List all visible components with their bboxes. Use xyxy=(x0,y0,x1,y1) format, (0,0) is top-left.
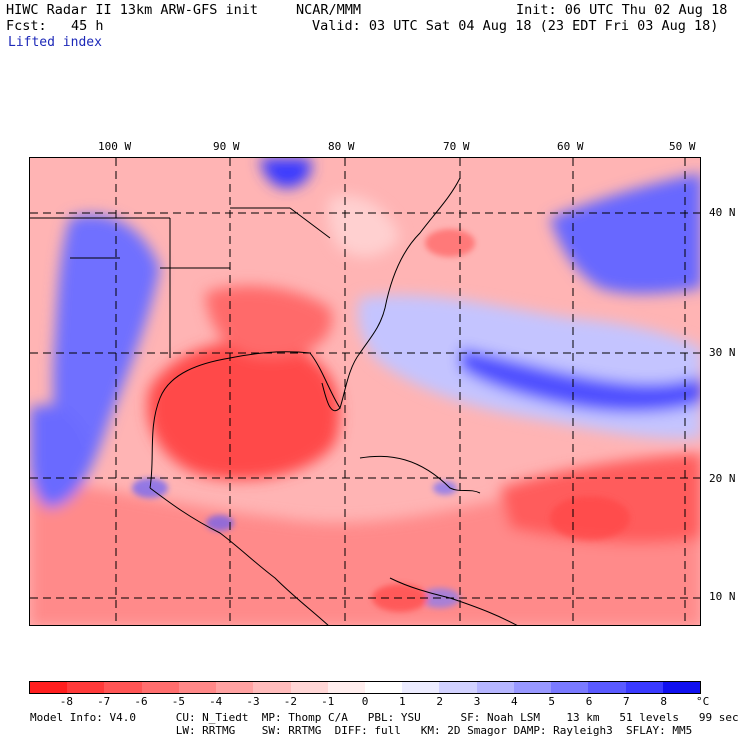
color-scale-segment xyxy=(476,682,514,693)
color-scale-segment xyxy=(30,682,68,693)
lon-label-80w: 80 W xyxy=(328,140,355,153)
color-scale-segment xyxy=(178,682,217,693)
graticule xyxy=(30,158,700,625)
color-scale-tick-label: -8 xyxy=(59,695,73,708)
color-scale-tick-label: 5 xyxy=(548,695,555,708)
color-scale-tick-label: -1 xyxy=(321,695,335,708)
coastlines xyxy=(30,177,518,625)
color-scale-segment xyxy=(402,682,440,693)
color-scale-tick-label: -7 xyxy=(97,695,111,708)
product-title: HIWC Radar II 13km ARW-GFS init xyxy=(6,2,258,18)
color-scale-segment xyxy=(662,682,700,693)
color-scale-segment xyxy=(216,682,254,693)
color-scale-segment xyxy=(551,682,589,693)
model-info-line1: Model Info: V4.0 CU: N_Tiedt MP: Thomp C… xyxy=(30,711,739,724)
organization-label: NCAR/MMM xyxy=(296,2,362,18)
color-scale-segment xyxy=(104,682,142,693)
forecast-hour: Fcst: 45 h xyxy=(6,18,104,34)
color-scale-tick-label: 3 xyxy=(473,695,481,708)
color-scale-tick-label: -3 xyxy=(246,695,260,708)
lon-label-90w: 90 W xyxy=(213,140,240,153)
lat-label-10n: 10 N xyxy=(709,590,736,603)
model-info-line2: LW: RRTMG SW: RRTMG DIFF: full KM: 2D Sm… xyxy=(30,724,693,737)
color-scale-tick-label: 0 xyxy=(361,695,369,708)
color-scale-segment xyxy=(439,682,477,693)
lat-label-30n: 30 N xyxy=(709,346,736,359)
color-scale-segment xyxy=(513,682,552,693)
lon-label-50w: 50 W xyxy=(669,140,696,153)
color-scale-tick-label: -2 xyxy=(283,695,297,708)
lon-label-100w: 100 W xyxy=(98,140,132,153)
init-time: Init: 06 UTC Thu 02 Aug 18 xyxy=(516,2,728,18)
color-scale-segment xyxy=(625,682,663,693)
color-scale-tick-label: -5 xyxy=(171,695,185,708)
color-scale-segment xyxy=(364,682,403,693)
color-scale-tick-label: -4 xyxy=(209,695,223,708)
color-scale-tick-label: 8 xyxy=(660,695,667,708)
map-graphic xyxy=(30,158,700,625)
color-scale-tick-label: -6 xyxy=(134,695,148,708)
lat-label-20n: 20 N xyxy=(709,472,736,485)
color-scale-unit: °C xyxy=(696,695,710,708)
color-scale-tick-label: 6 xyxy=(585,695,593,708)
field-name: Lifted index xyxy=(8,35,102,50)
color-scale-tick-label: 7 xyxy=(623,695,630,708)
lifted-index-map xyxy=(29,157,701,626)
color-scale-segment xyxy=(588,682,626,693)
color-scale-segment xyxy=(253,682,291,693)
lon-label-60w: 60 W xyxy=(557,140,584,153)
color-scale-tick-label: 2 xyxy=(436,695,443,708)
lon-label-70w: 70 W xyxy=(443,140,470,153)
color-scale-segment xyxy=(290,682,328,693)
lat-label-40n: 40 N xyxy=(709,206,736,219)
color-scale-bar xyxy=(29,681,701,694)
color-scale-tick-label: 1 xyxy=(399,695,406,708)
color-scale-tick-label: 4 xyxy=(511,695,518,708)
valid-time: Valid: 03 UTC Sat 04 Aug 18 (23 EDT Fri … xyxy=(312,18,719,34)
color-scale-segment xyxy=(141,682,179,693)
color-scale-segment xyxy=(67,682,105,693)
color-scale-segment xyxy=(327,682,365,693)
field-shading xyxy=(30,158,700,625)
